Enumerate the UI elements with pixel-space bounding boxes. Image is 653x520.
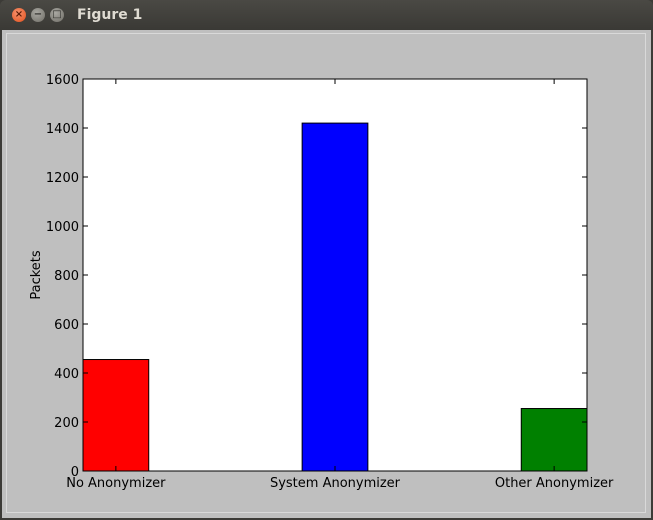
close-window-button[interactable]: ×	[12, 8, 26, 22]
bar-system-anonymizer	[301, 122, 369, 472]
x-tick-label: Other Anonymizer	[495, 476, 614, 491]
window-title: Figure 1	[77, 7, 143, 23]
y-tick-label: 400	[54, 367, 79, 382]
y-tick-label: 1600	[46, 73, 79, 88]
bar-no-anonymizer	[82, 359, 150, 472]
y-tick-label: 600	[54, 318, 79, 333]
y-tick-label: 1000	[46, 220, 79, 235]
plot-frame	[82, 78, 588, 472]
y-tick-label: 800	[54, 269, 79, 284]
y-tick-label: 1400	[46, 122, 79, 137]
bar-chart: 0 200 400 600 800 1000 1200 1400 1600 No Anonymi…	[29, 73, 614, 491]
bars-group	[82, 122, 588, 472]
x-axis-ticks: No Anonymizer System Anonymizer Other Anon…	[66, 79, 614, 491]
y-axis-label: Packets	[29, 250, 44, 300]
y-tick-label: 0	[71, 465, 79, 480]
x-tick-label: No Anonymizer	[66, 476, 166, 491]
minimize-window-button[interactable]: −	[31, 8, 45, 22]
title-bar[interactable]: × − □ Figure 1	[0, 0, 653, 30]
y-tick-label: 1200	[46, 171, 79, 186]
y-tick-label: 200	[54, 416, 79, 431]
bar-other-anonymizer	[520, 408, 588, 472]
canvas-border	[6, 33, 646, 513]
figure-canvas: 0 200 400 600 800 1000 1200 1400 1600 No Anonymi…	[2, 30, 651, 518]
x-tick-label: System Anonymizer	[270, 476, 401, 491]
y-axis-ticks: 0 200 400 600 800 1000 1200 1400 1600	[46, 73, 587, 480]
maximize-window-button[interactable]: □	[50, 8, 64, 22]
